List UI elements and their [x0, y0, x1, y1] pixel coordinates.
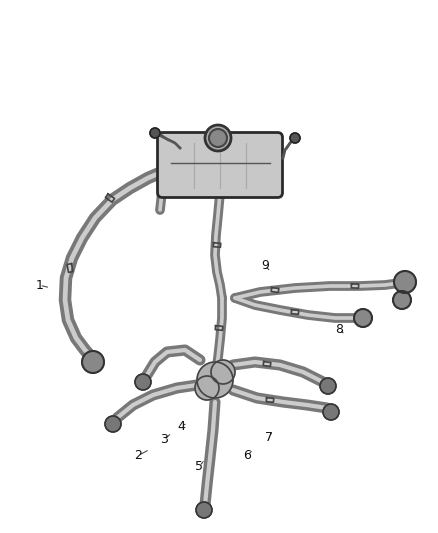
Circle shape — [320, 378, 336, 394]
Circle shape — [290, 133, 300, 143]
Circle shape — [209, 129, 227, 147]
Circle shape — [135, 374, 151, 390]
Text: 6: 6 — [244, 449, 251, 462]
Circle shape — [394, 271, 416, 293]
Circle shape — [323, 404, 339, 420]
Text: 2: 2 — [134, 449, 142, 462]
Text: 4: 4 — [178, 420, 186, 433]
Circle shape — [195, 376, 219, 400]
Circle shape — [354, 309, 372, 327]
Text: 8: 8 — [336, 323, 343, 336]
Text: 3: 3 — [160, 433, 168, 446]
Circle shape — [211, 360, 235, 384]
Circle shape — [393, 291, 411, 309]
Circle shape — [82, 351, 104, 373]
Text: 7: 7 — [265, 431, 273, 443]
Circle shape — [105, 416, 121, 432]
Circle shape — [150, 128, 160, 138]
FancyBboxPatch shape — [158, 133, 283, 198]
Circle shape — [205, 125, 231, 151]
Text: 1: 1 — [35, 279, 43, 292]
Circle shape — [196, 502, 212, 518]
Text: 5: 5 — [195, 460, 203, 473]
Text: 9: 9 — [261, 259, 269, 272]
Circle shape — [197, 362, 233, 398]
